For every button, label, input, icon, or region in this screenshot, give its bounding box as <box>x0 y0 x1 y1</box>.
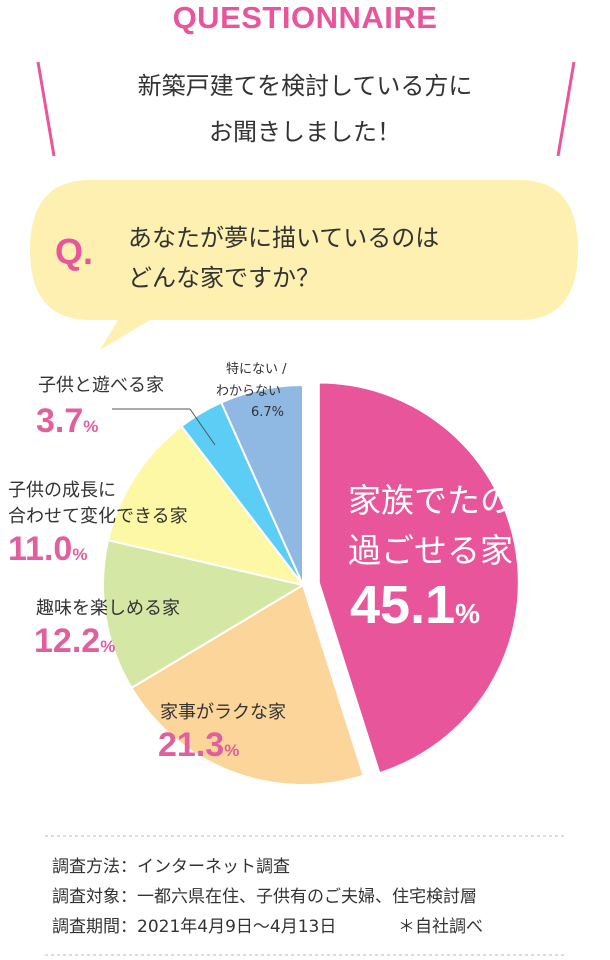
slice-value-hobby: 12.2% <box>34 622 116 660</box>
slice-label-none-line1: 特にない / <box>226 362 287 377</box>
slice-value-growth: 11.0% <box>8 530 88 568</box>
slice-label-hobby: 趣味を楽しめる家 <box>36 598 180 619</box>
intro-line-1: 新築戸建てを検討している方に <box>137 72 473 100</box>
question-line-1: あなたが夢に描いているのは <box>128 224 440 252</box>
question-line-2: どんな家ですか？ <box>128 264 320 292</box>
survey-period: 調査期間：2021年4月9日〜4月13日 <box>52 917 337 937</box>
slice-label-family-line2: 過ごせる家 <box>348 531 513 570</box>
pie-slice-0 <box>317 381 520 775</box>
survey-note: ＊自社調べ <box>398 917 483 937</box>
survey-method: 調査方法：インターネット調査 <box>52 857 290 877</box>
slice-value-play: 3.7% <box>36 402 99 440</box>
slice-label-family-line1: 家族でたのしく <box>348 481 579 520</box>
slice-value-family: 45.1% <box>350 575 481 635</box>
slice-value-chores: 21.3% <box>158 726 240 764</box>
pie-slice-3 <box>106 424 306 587</box>
question-mark: Q. <box>55 231 93 272</box>
survey-target: 調査対象：一都六県在住、子供有のご夫婦、住宅検討層 <box>52 887 477 907</box>
left-accent-stroke <box>36 61 56 157</box>
pie-chart <box>102 381 520 786</box>
question-bubble <box>30 180 578 350</box>
slice-label-none-line2: わからない <box>216 384 282 399</box>
leader-line-slant <box>189 408 216 446</box>
intro-line-2: お聞きしました！ <box>209 118 401 146</box>
right-accent-stroke <box>556 61 576 157</box>
pie-slice-5 <box>219 383 304 586</box>
slice-label-play: 子供と遊べる家 <box>38 375 164 396</box>
pie-slice-1 <box>130 583 365 786</box>
questionnaire-heading: QUESTIONNAIRE <box>172 0 438 35</box>
slice-label-growth-line2: 合わせて変化できる家 <box>8 506 188 527</box>
slice-label-chores: 家事がラクな家 <box>160 702 286 723</box>
pie-slice-2 <box>102 538 306 690</box>
slice-value-none: 6.7% <box>251 405 285 420</box>
slice-label-growth-line1: 子供の成長に <box>8 480 116 501</box>
